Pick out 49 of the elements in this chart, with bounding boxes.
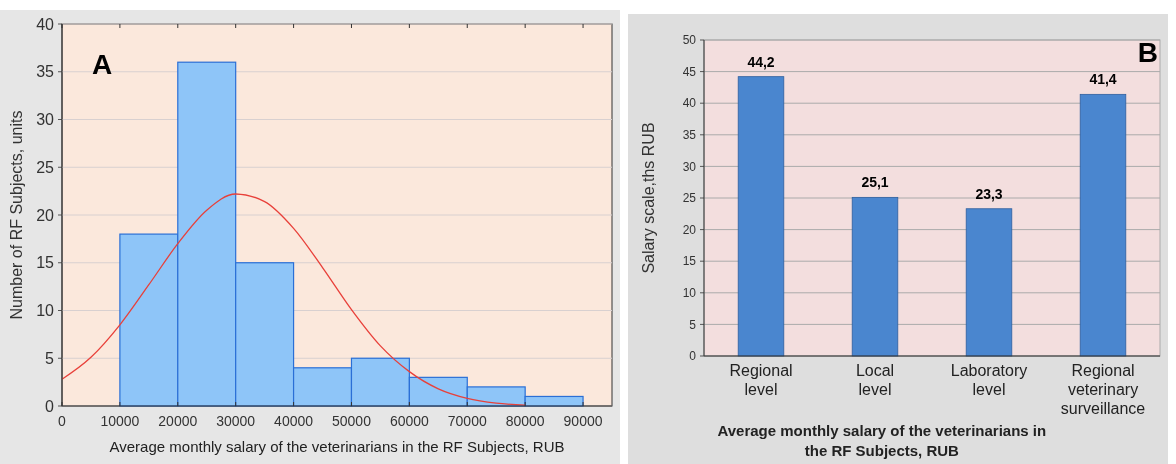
data-label: 44,2 [747, 53, 775, 70]
y-tick-label: 10 [36, 302, 55, 320]
x-tick-label: 40000 [274, 413, 314, 429]
line-series [61, 193, 526, 406]
y-tick-label: 40 [682, 96, 697, 111]
x-tick-label: 10000 [100, 413, 140, 429]
y-tick-label: 40 [36, 15, 55, 33]
x-axis-title: Average monthly salary of the veterinarians in the RF Subjects, RUB [717, 422, 1047, 459]
x-tick-label: 90000 [563, 413, 603, 429]
annotation: A [92, 49, 113, 80]
data-label: 25,1 [861, 174, 889, 191]
x-axis-title: Average monthly salary of the veterinarians in the RF Subjects, RUB [109, 438, 565, 455]
bar [737, 76, 785, 357]
x-tick-label: 30000 [216, 413, 256, 429]
y-tick-label: 15 [682, 254, 697, 269]
x-tick-label: Local level [855, 362, 895, 398]
y-tick-label: 35 [36, 63, 55, 81]
y-tick-label: 10 [682, 286, 697, 300]
y-tick-label: 25 [36, 158, 55, 176]
x-tick-label: 60000 [389, 413, 430, 429]
x-tick-label: 0 [58, 413, 67, 429]
bar [851, 196, 899, 357]
x-tick-label: Laboratory level [950, 362, 1028, 398]
y-tick-label: 15 [36, 254, 55, 272]
x-tick-label: 80000 [505, 413, 545, 429]
y-tick-label: 30 [36, 111, 55, 129]
x-tick-label: 50000 [332, 413, 372, 429]
bar [1079, 93, 1127, 357]
x-tick-label: 20000 [158, 413, 198, 429]
y-tick-label: 20 [36, 206, 55, 224]
y-axis-title: Salary scale,ths RUB [640, 122, 657, 274]
y-tick-label: 45 [682, 64, 697, 79]
data-label: 41,4 [1089, 71, 1117, 88]
bar [965, 208, 1013, 357]
x-tick-label: 70000 [447, 413, 487, 429]
y-tick-label: 5 [689, 317, 697, 332]
x-tick-label: Regional level [729, 362, 793, 398]
y-axis-title: Number of RF Subjects, units [8, 110, 25, 320]
y-tick-label: 5 [45, 349, 55, 367]
y-tick-label: 35 [682, 128, 697, 142]
y-tick-label: 50 [682, 33, 697, 48]
y-tick-label: 25 [682, 191, 697, 206]
y-tick-label: 30 [682, 159, 697, 174]
y-tick-label: 20 [682, 222, 697, 237]
annotation: B [1137, 37, 1158, 68]
y-tick-label: 0 [689, 349, 697, 364]
x-tick-label: Regional veterinary surveillance [1060, 362, 1146, 417]
y-tick-label: 0 [45, 397, 55, 415]
data-label: 23,3 [975, 185, 1003, 202]
